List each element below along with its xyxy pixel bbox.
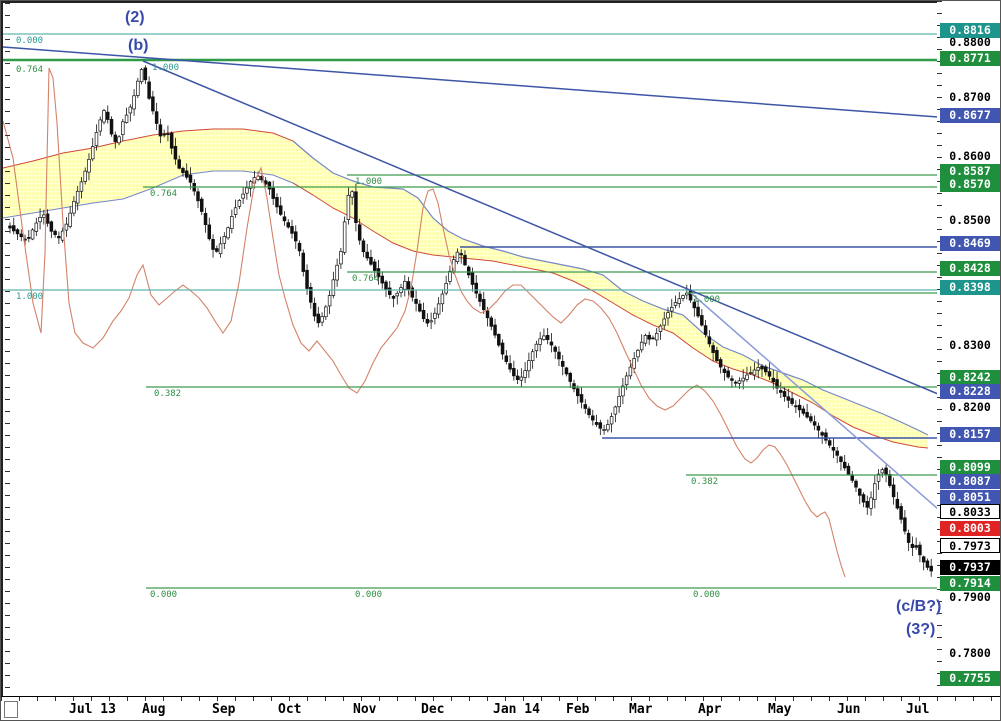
time-scale-label: Aug	[142, 702, 166, 717]
wave-annotation-label: (3?)	[906, 621, 936, 638]
price-scale-label: 0.8800	[949, 35, 991, 49]
price-scale-label: 0.8587	[940, 164, 1000, 179]
price-scale-label: 0.8157	[940, 427, 1000, 442]
fib-level-label: 1.000	[16, 292, 44, 302]
price-scale-label: 0.8200	[949, 400, 991, 414]
price-scale-label: 0.7800	[949, 646, 991, 660]
time-scale-label: Jul	[906, 702, 930, 717]
time-scale-label: Sep	[212, 702, 236, 717]
price-scale-label: 0.8242	[940, 370, 1000, 385]
time-scale-label: Mar	[629, 702, 653, 717]
price-scale-label: 0.8228	[940, 384, 1000, 399]
fib-level-label: 0.382	[154, 389, 182, 399]
fib-level-label: 0.764	[352, 274, 380, 284]
price-chart-plot-area[interactable]: 0.000 0.764 1.000 1.000 0.764 0.764 1.000 1.000…	[1, 1, 941, 698]
price-scale-label: 0.8033	[940, 504, 1000, 519]
wave-annotation-label: (c/B?)	[896, 598, 942, 615]
price-scale-label: 0.7937	[940, 560, 1000, 575]
price-scale-label: 0.8700	[949, 90, 991, 104]
price-scale-label: 0.8300	[949, 338, 991, 352]
fib-level-label: 0.764	[150, 189, 178, 199]
fibonacci-and-trend-lines	[3, 33, 938, 589]
left-axis-ticks	[5, 3, 10, 698]
candlestick-chart-canvas	[3, 33, 938, 589]
price-scale-label: 0.8051	[940, 490, 1000, 505]
fib-level-label: 0.764	[16, 65, 44, 75]
price-scale-label: 0.8398	[940, 280, 1000, 295]
price-scale-label: 0.8428	[940, 261, 1000, 276]
price-scale-label: 0.7900	[949, 590, 991, 604]
time-scale-label: May	[768, 702, 792, 717]
fib-level-label: 0.000	[150, 590, 178, 600]
time-scale[interactable]: Jul 13 Aug Sep Oct Nov Dec Jan 14 Feb Mar Apr May J…	[1, 696, 1000, 720]
time-scale-label: Dec	[421, 702, 445, 717]
time-scale-label: Apr	[698, 702, 722, 717]
price-scale-label: 0.8469	[940, 236, 1000, 251]
price-scale-ticks	[937, 1, 942, 696]
scroll-handle-box[interactable]	[4, 701, 18, 718]
price-scale-label: 0.7914	[940, 576, 1000, 591]
time-scale-ticks	[1, 697, 1000, 701]
price-scale-label: 0.8099	[940, 460, 1000, 475]
price-scale-label: 0.8771	[940, 51, 1000, 66]
fib-level-label: 1.000	[693, 295, 721, 305]
wave-annotation-label: (b)	[128, 37, 149, 54]
price-scale-label: 0.8677	[940, 108, 1000, 123]
fib-level-label: 1.000	[152, 63, 180, 73]
fib-level-label: 0.000	[16, 36, 44, 46]
fib-level-label: 0.000	[355, 590, 383, 600]
fib-level-label: 1.000	[355, 177, 383, 187]
price-scale-label: 0.8816	[940, 23, 1000, 38]
time-scale-label: Feb	[566, 702, 590, 717]
lagging-line	[3, 67, 846, 578]
time-scale-label: Oct	[278, 702, 302, 717]
time-scale-label: Jul 13	[69, 702, 116, 717]
price-scale-label: 0.8600	[949, 149, 991, 163]
price-scale-label: 0.7973	[940, 538, 1000, 553]
price-scale-label: 0.8003	[940, 521, 1000, 536]
fib-level-label: 0.382	[691, 477, 719, 487]
price-scale-label: 0.8087	[940, 474, 1000, 489]
price-scale[interactable]: 0.8816 0.8800 0.8771 0.8700 0.8677 0.8600 0.85…	[937, 1, 1000, 696]
price-scale-label: 0.8570	[940, 177, 1000, 192]
wave-annotation-label: (2)	[125, 9, 145, 26]
time-scale-label: Jun	[837, 702, 861, 717]
price-scale-label: 0.7755	[940, 671, 1000, 686]
time-scale-label: Jan 14	[493, 702, 540, 717]
fib-level-label: 0.000	[693, 590, 721, 600]
time-scale-label: Nov	[353, 702, 377, 717]
candles	[8, 65, 933, 577]
price-scale-label: 0.8500	[949, 213, 991, 227]
